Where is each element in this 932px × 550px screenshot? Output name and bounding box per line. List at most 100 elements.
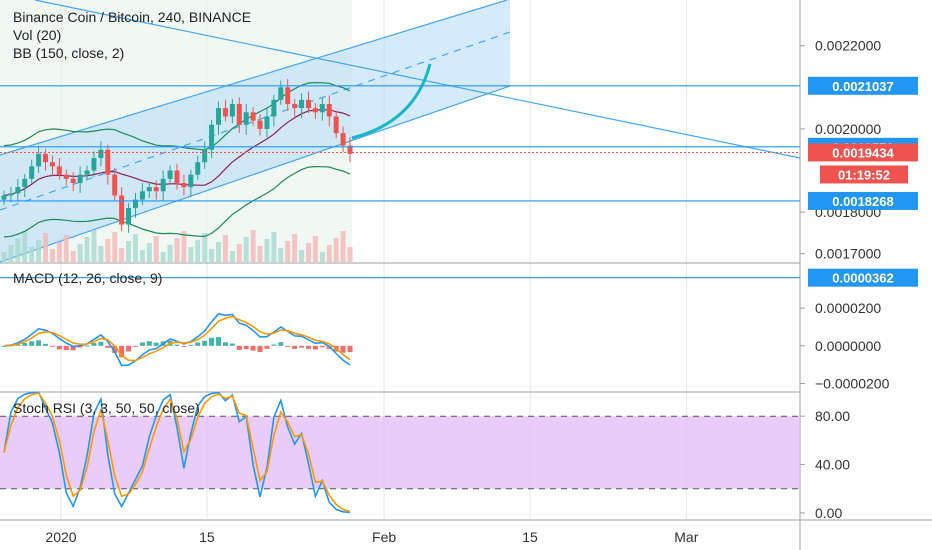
volume-bar <box>181 231 187 262</box>
macd-histogram-bar <box>63 345 69 351</box>
candle-body <box>209 124 215 150</box>
candle-body <box>49 162 55 167</box>
x-tick-label: 15 <box>199 529 215 545</box>
macd-pane[interactable] <box>0 277 800 367</box>
volume-bar <box>292 234 298 262</box>
candle-body <box>153 187 159 192</box>
macd-histogram-bar <box>312 345 318 350</box>
y-tick-label: 0.0017000 <box>815 246 881 262</box>
macd-histogram-bar <box>49 345 55 347</box>
price-tag-label: 0.0000362 <box>832 271 893 286</box>
macd-histogram-bar <box>146 341 152 346</box>
price-tag-bg <box>808 76 918 95</box>
macd-histogram-bar <box>216 337 222 346</box>
macd-histogram-bar <box>36 340 42 346</box>
macd-histogram-bar <box>181 345 187 347</box>
y-tick-label: 80.00 <box>815 408 850 424</box>
stoch-band-fill <box>0 416 800 489</box>
main-chart-title: Binance Coin / Bitcoin, 240, BINANCE <box>13 9 251 25</box>
bb-lower-band <box>3 165 351 238</box>
macd-histogram-bar <box>257 345 263 353</box>
volume-bar <box>278 248 284 262</box>
price-tag-bg <box>808 268 918 287</box>
price-tag-bg <box>808 191 918 210</box>
macd-histogram-bar <box>112 345 118 353</box>
macd-histogram-bar <box>243 345 249 350</box>
volume-bar <box>333 238 339 262</box>
x-tick-label: Mar <box>674 529 698 545</box>
macd-histogram-bar <box>278 342 284 346</box>
x-tick-label: Feb <box>372 529 396 545</box>
volume-bar <box>202 233 208 262</box>
volume-bar <box>98 246 104 262</box>
candle-body <box>56 166 62 175</box>
price-tag-label: 0.0019434 <box>832 145 894 160</box>
candle-body <box>77 174 83 183</box>
price-tag-bg <box>808 143 918 162</box>
macd-signal-line <box>3 315 351 362</box>
y-tick-label: 0.0022000 <box>815 38 881 54</box>
macd-histogram-bar <box>250 345 256 351</box>
macd-histogram-bar <box>347 345 353 353</box>
volume-bar <box>70 251 76 262</box>
volume-bar <box>22 231 28 262</box>
candle-body <box>340 133 346 146</box>
candle-body <box>319 103 325 113</box>
price-tag-bg <box>820 165 908 184</box>
price-pane[interactable] <box>0 0 801 263</box>
volume-bar <box>146 243 152 262</box>
volume-bar <box>43 233 49 262</box>
volume-bar <box>257 246 263 262</box>
volume-bar <box>84 237 90 262</box>
y-tick-label: 40.00 <box>815 457 850 473</box>
macd-histogram-bar <box>174 344 180 346</box>
volume-bar <box>312 236 318 262</box>
candle-body <box>15 187 21 194</box>
volume-bar <box>126 241 132 262</box>
volume-bar <box>250 230 256 262</box>
channel-lower-line <box>0 85 511 263</box>
macd-axis-ticks[interactable]: 0.0000200 0.0000000 −0.0000200 <box>800 300 890 391</box>
macd-histogram-bar <box>319 345 325 348</box>
candle-body <box>119 195 125 225</box>
candle-body <box>326 103 332 117</box>
time-axis-ticks[interactable]: 2020 15 Feb 15 Mar <box>45 529 698 545</box>
macd-histogram-bar <box>299 345 305 348</box>
price-tags: 0.00210370.00195700.001943401:19:520.001… <box>808 76 918 287</box>
stoch-k-line <box>3 391 351 514</box>
candle-body <box>43 153 49 163</box>
volume-bar <box>319 252 325 262</box>
stoch-d-line <box>3 392 351 513</box>
candle-body <box>229 103 235 117</box>
volume-bar <box>299 250 305 262</box>
volume-bar <box>305 243 311 262</box>
stoch-axis-ticks[interactable]: 80.00 40.00 0.00 <box>800 408 850 521</box>
candle-body <box>167 170 173 179</box>
stoch-rsi-pane[interactable] <box>0 391 800 514</box>
volume-bar <box>326 245 332 262</box>
volume-bar <box>229 251 235 262</box>
candle-body <box>292 103 298 109</box>
volume-bar <box>188 247 194 262</box>
volume-bar <box>340 231 346 262</box>
macd-histogram-bar <box>105 345 111 348</box>
macd-histogram-bar <box>91 342 97 346</box>
volume-bar <box>243 237 249 262</box>
volume-bar <box>56 242 62 262</box>
candle-body <box>160 178 166 192</box>
macd-histogram-bar <box>77 345 83 348</box>
candle-body <box>222 108 228 117</box>
volume-bar <box>153 236 159 262</box>
macd-histogram-bar <box>188 344 194 346</box>
macd-histogram-bar <box>126 345 132 352</box>
macd-histogram-bar <box>264 345 270 349</box>
volume-bar <box>36 240 42 262</box>
macd-histogram <box>1 337 353 358</box>
volume-bar <box>91 230 97 262</box>
macd-histogram-bar <box>15 344 21 346</box>
macd-histogram-bar <box>153 342 159 346</box>
candlesticks <box>1 79 353 233</box>
macd-histogram-bar <box>98 341 104 346</box>
candle-body <box>105 149 111 175</box>
